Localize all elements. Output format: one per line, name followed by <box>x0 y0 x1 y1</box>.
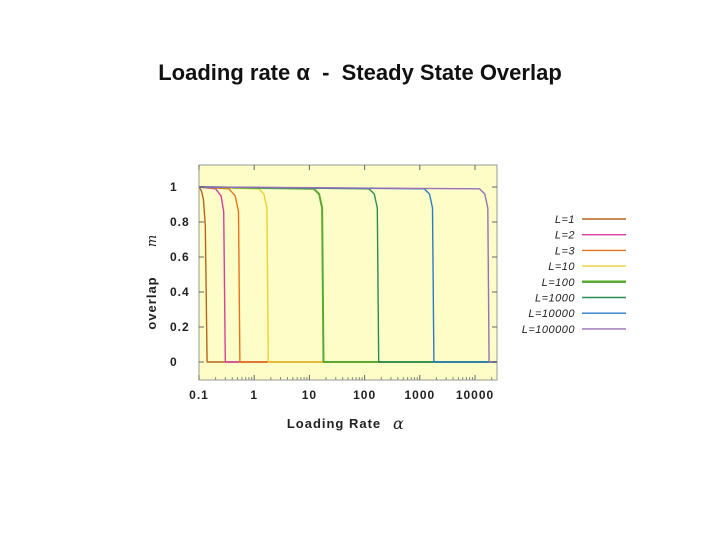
x-tick-label: 1 <box>250 388 258 402</box>
legend-label: L=2 <box>555 230 575 242</box>
y-tick-label: 0.4 <box>170 285 190 299</box>
legend-label: L=100000 <box>522 324 576 336</box>
y-axis-label: overlap <box>144 276 159 329</box>
y-tick-label: 0 <box>170 355 178 369</box>
series-line-l-1 <box>198 186 497 363</box>
x-tick-label: 0.1 <box>189 388 209 402</box>
y-tick-label: 0.8 <box>170 215 190 229</box>
y-tick-label: 0.2 <box>170 320 190 334</box>
legend-label: L=1000 <box>535 293 575 305</box>
y-tick-label: 1 <box>170 180 178 194</box>
series-layer <box>198 186 497 363</box>
axis-titles: Loading Rate α overlap m <box>144 235 404 433</box>
legend-label: L=1 <box>555 214 575 226</box>
legend-label: L=3 <box>555 245 576 257</box>
slide-title: Loading rate α - Steady State Overlap <box>158 60 562 85</box>
x-axis-symbol: α <box>393 414 404 433</box>
legend-label: L=10000 <box>528 308 575 320</box>
plot-background <box>199 165 497 380</box>
x-axis-label: Loading Rate <box>287 416 381 431</box>
x-tick-label: 10 <box>302 388 317 402</box>
y-axis-symbol: m <box>145 235 160 247</box>
legend-label: L=100 <box>542 277 576 289</box>
series-line-l-3 <box>198 186 497 363</box>
legend-label: L=10 <box>548 261 575 273</box>
series-line-l-100000 <box>198 186 497 363</box>
x-tick-label: 100 <box>353 388 376 402</box>
ticks-layer: 0.1 1 10 100 1000 10000 0 0.2 0.4 0.6 0.8 1 <box>170 165 497 402</box>
legend: L=1 L=2 L=3 L=10 L=100 L=1000 L=10000 L=100000 <box>522 214 626 336</box>
x-tick-label: 10000 <box>456 388 494 402</box>
x-tick-label: 1000 <box>404 388 435 402</box>
series-line-l-2 <box>198 186 497 363</box>
y-tick-label: 0.6 <box>170 250 190 264</box>
